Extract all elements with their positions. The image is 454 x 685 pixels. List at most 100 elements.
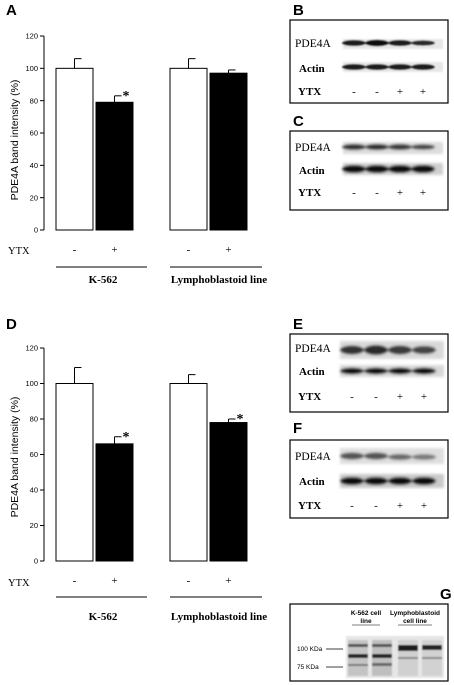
chart-d-treatment-sign: + [225,575,231,587]
gel-g-group1-line1: K-562 cell [351,610,382,617]
blot-b-lane-4: + [420,86,426,98]
gel-g-group2-line2: cell line [403,618,427,625]
chart-d-treatment-sign: + [111,575,117,587]
blot-f: F PDE4A Actin YTX - - + + [289,420,449,519]
panel-letter-d: D [6,316,17,333]
blot-b: B PDE4A Actin YTX - - + + [289,2,449,104]
blot-e-lane-3: + [397,391,403,403]
chart-d-y-tick-label: 60 [30,450,38,459]
chart-a-y-tick-label: 100 [25,64,38,73]
gel-g-lanes [346,636,444,678]
blot-b-lane-2: - [375,86,379,98]
blot-e-frame [289,333,449,413]
chart-a-bar [209,72,248,231]
gel-g: G K-562 cell line Lymphoblastoid cell li… [289,586,452,682]
chart-a-y-tick-label: 120 [25,32,38,41]
gel-g-marker-100: 100 KDa [297,646,323,653]
blot-f-lane-3: + [397,500,403,512]
blot-c-lane-3: + [397,187,403,199]
chart-d-y-tick-label: 0 [34,557,38,566]
chart-a-bar [55,67,94,231]
chart-a-bar [95,101,134,231]
chart-d-significance-mark: * [237,412,244,427]
panel-letter-a: A [6,2,17,19]
chart-d-y-tick-label: 120 [25,344,38,353]
blot-b-actin-label: Actin [299,63,325,75]
blot-e-pde4a-label: PDE4A [295,343,331,355]
gel-g-marker-75: 75 KDa [297,664,319,671]
chart-d-ytx-label: YTX [8,578,30,589]
blot-c-actin-label: Actin [299,165,325,177]
blot-f-lane-2: - [374,500,378,512]
blot-f-lane-1: - [350,500,354,512]
blot-e-lane-1: - [350,391,354,403]
blot-e-lane-4: + [421,391,427,403]
panel-letter-e: E [293,316,303,333]
blot-b-frame [289,19,449,104]
blot-c-ytx-label: YTX [298,187,321,199]
chart-a-y-tick-label: 40 [30,161,38,170]
blot-c-bands [342,142,443,175]
chart-d-bar [95,443,134,562]
blot-c: C PDE4A Actin YTX - - + + [289,113,449,211]
blot-c-lane-2: - [375,187,379,199]
gel-g-group1-line2: line [360,618,372,625]
chart-a-y-tick-label: 20 [30,193,38,202]
blot-f-actin-label: Actin [299,476,325,488]
chart-a-treatment-sign: - [187,244,191,256]
blot-f-bands [340,448,444,488]
chart-a: A PDE4A band intensity (%) 0 20 40 60 80 100 1… [6,2,267,286]
chart-d-bar [55,383,94,562]
chart-d-group-lympho: Lymphoblastoid line [171,611,267,623]
chart-a-y-tick-label: 60 [30,129,38,138]
chart-a-treatment-signs: - + - + [73,244,232,256]
blot-c-pde4a-label: PDE4A [295,142,331,154]
chart-a-treatment-sign: - [73,244,77,256]
panel-letter-b: B [293,2,304,19]
blot-f-lane-4: + [421,500,427,512]
blot-c-lane-4: + [420,187,426,199]
blot-e-ytx-label: YTX [298,391,321,403]
chart-a-group-lympho: Lymphoblastoid line [171,274,267,286]
chart-d-treatment-signs: - + - + [73,575,232,587]
blot-c-frame [289,130,449,211]
blot-c-lane-1: - [352,187,356,199]
chart-a-y-tick-label: 80 [30,96,38,105]
chart-a-significance-mark: * [123,89,130,104]
blot-b-lane-3: + [397,86,403,98]
blot-b-pde4a-label: PDE4A [295,38,331,50]
panel-letter-f: F [293,420,302,437]
gel-g-group2-line1: Lymphoblastoid [390,610,440,617]
blot-f-pde4a-label: PDE4A [295,451,331,463]
chart-d: D PDE4A band intensity (%) 0 20 40 60 80 100 1… [6,316,267,623]
chart-d-y-axis-label: PDE4A band intensity (%) [9,397,21,518]
blot-f-frame [289,439,449,519]
blot-e-actin-label: Actin [299,366,325,378]
chart-d-group-k562: K-562 [89,611,118,623]
blot-b-bands [342,39,443,72]
chart-d-treatment-sign: - [73,575,77,587]
chart-a-y-ticks: 0 20 40 60 80 100 120 [25,32,45,235]
chart-a-bars: * [55,58,248,231]
chart-a-y-axis-label: PDE4A band intensity (%) [9,80,21,201]
chart-a-treatment-sign: + [111,244,117,256]
blot-e-lane-2: - [374,391,378,403]
blot-e: E PDE4A Actin YTX - - + + [289,316,449,413]
chart-d-treatment-sign: - [187,575,191,587]
chart-a-ytx-label: YTX [8,246,30,257]
panel-letter-g: G [440,586,452,603]
chart-d-y-tick-label: 100 [25,379,38,388]
gel-g-frame [289,603,449,682]
chart-a-bar [169,67,208,231]
panel-letter-c: C [293,113,304,130]
chart-a-group-k562: K-562 [89,274,118,286]
chart-a-treatment-sign: + [225,244,231,256]
chart-d-y-tick-label: 80 [30,415,38,424]
blot-b-ytx-label: YTX [298,86,321,98]
blot-f-ytx-label: YTX [298,500,321,512]
chart-d-y-tick-label: 20 [30,521,38,530]
chart-d-bar [209,422,248,562]
blot-b-lane-1: - [352,86,356,98]
